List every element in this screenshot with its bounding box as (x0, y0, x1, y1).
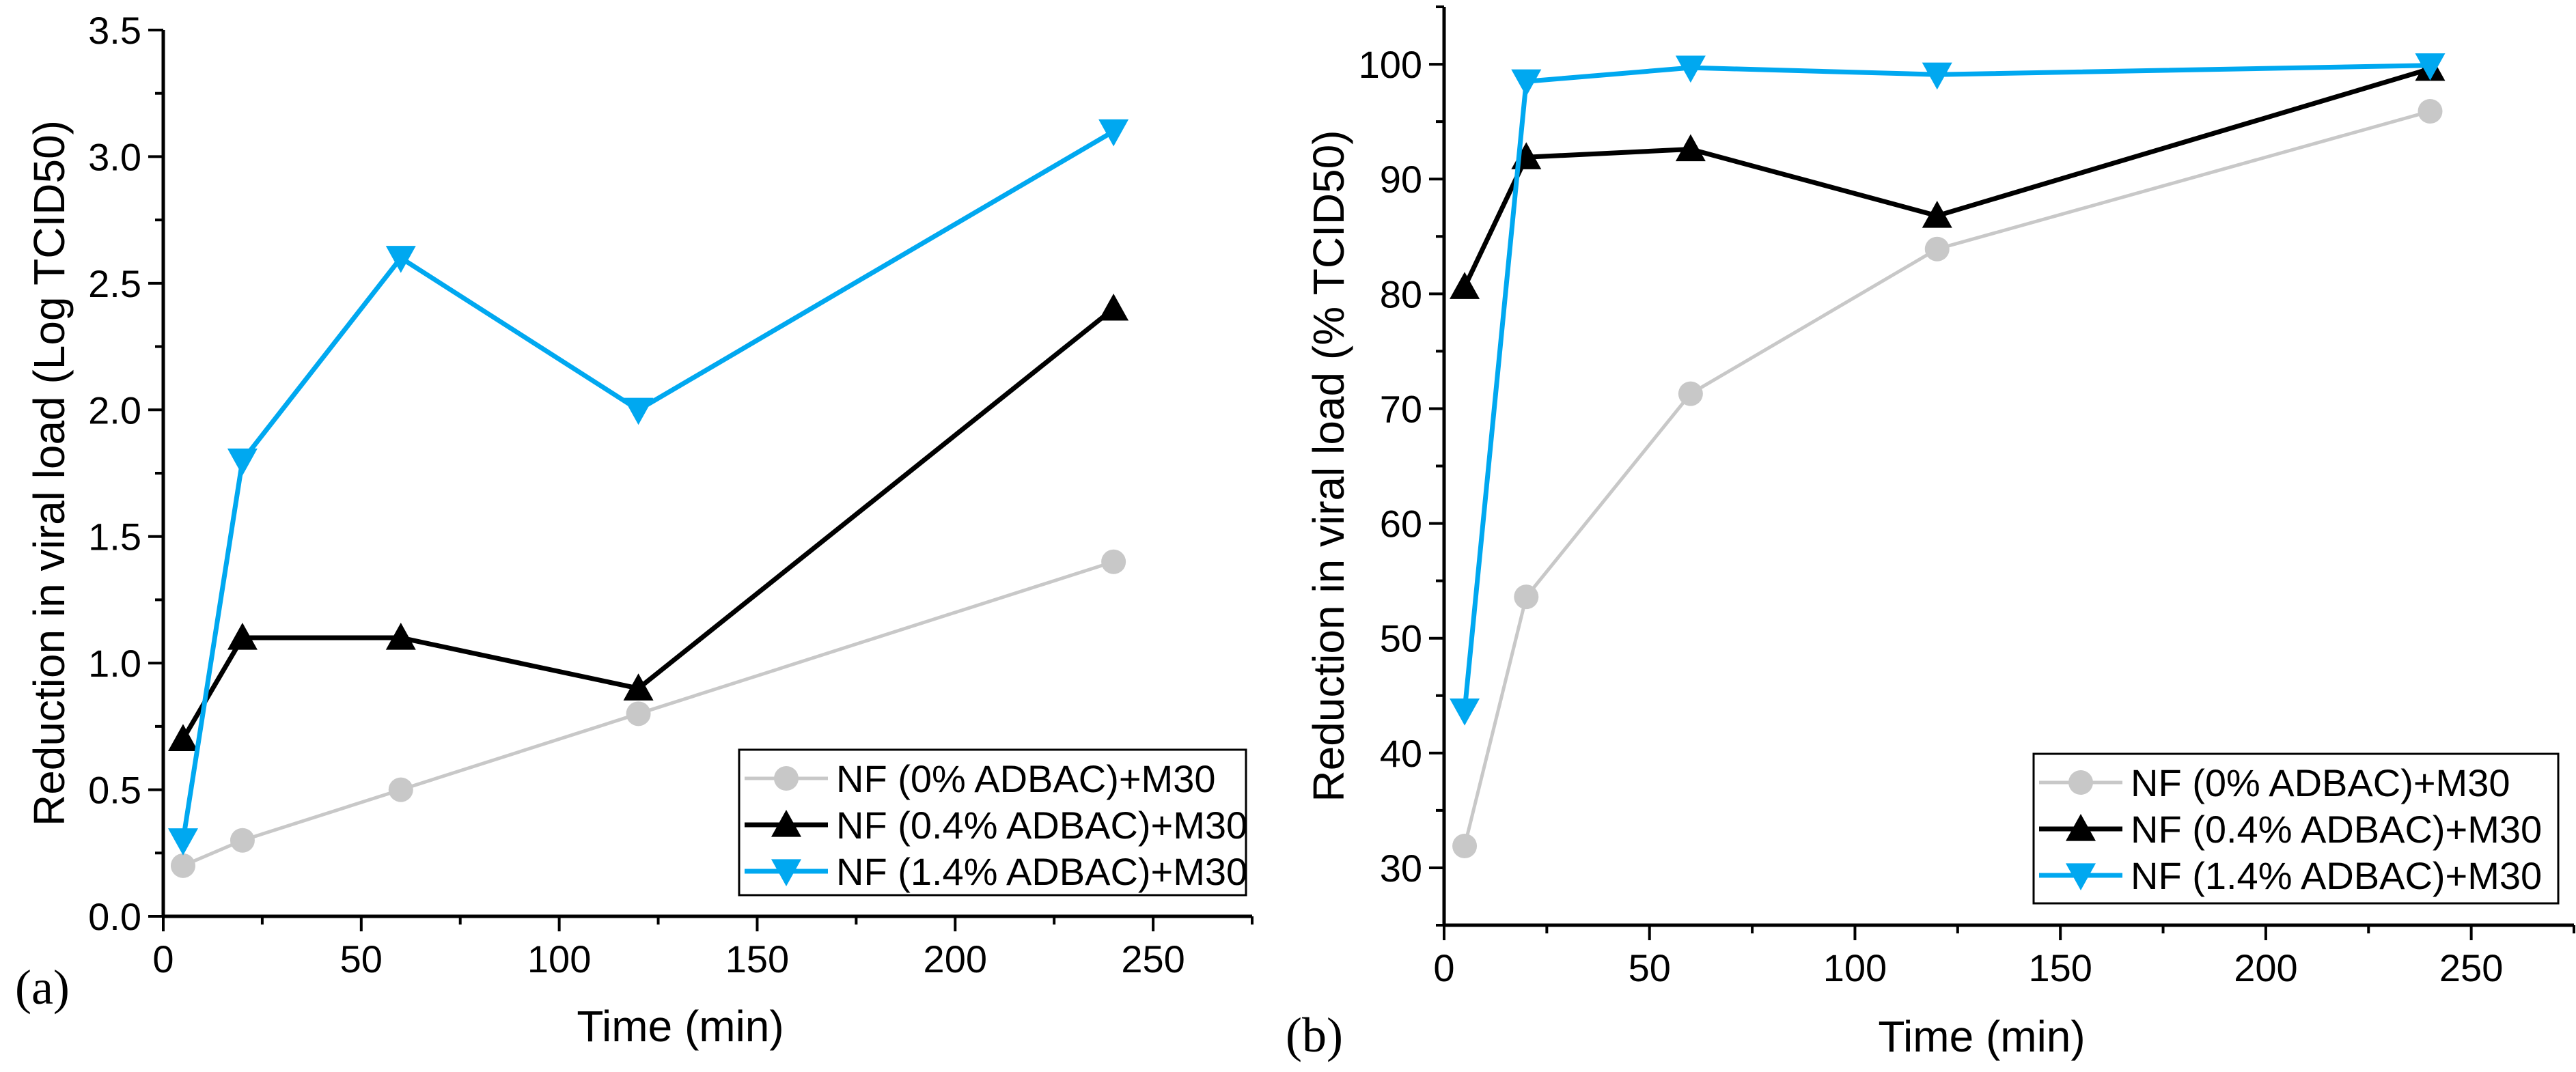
y-tick-label: 2.0 (88, 389, 141, 432)
legend-label: NF (0.4% ADBAC)+M30 (2131, 808, 2542, 851)
legend-label: NF (0% ADBAC)+M30 (836, 757, 1216, 800)
data-point (1450, 699, 1480, 726)
x-tick-label: 0 (1433, 946, 1454, 989)
data-point (1514, 584, 1539, 610)
data-point (167, 724, 198, 751)
x-tick-label: 50 (1629, 946, 1671, 989)
data-point (623, 397, 654, 425)
data-point (230, 828, 255, 853)
legend-label: NF (1.4% ADBAC)+M30 (836, 850, 1247, 893)
y-axis-label: Reduction in viral load (% TCID50) (1304, 130, 1353, 802)
y-tick-label: 1.5 (88, 516, 141, 559)
data-point (388, 777, 413, 802)
data-point (1450, 272, 1480, 299)
data-point (1511, 69, 1542, 97)
y-tick-label: 2.5 (88, 262, 141, 305)
legend-marker (774, 766, 799, 791)
x-axis-label: Time (min) (1878, 1012, 2085, 1061)
y-tick-label: 70 (1380, 387, 1422, 430)
data-point (167, 828, 198, 856)
x-tick-label: 150 (725, 937, 789, 981)
data-point (2418, 98, 2443, 124)
series-2 (167, 119, 1129, 856)
x-tick-label: 250 (1121, 937, 1185, 981)
y-tick-label: 3.5 (88, 9, 141, 52)
x-tick-label: 50 (340, 937, 383, 981)
legend-marker (771, 810, 801, 837)
data-point (170, 853, 195, 878)
x-tick-label: 200 (924, 937, 987, 981)
y-tick-label: 0.0 (88, 895, 141, 938)
y-tick-label: 80 (1380, 272, 1422, 315)
data-point (626, 701, 651, 727)
data-point (1922, 200, 1952, 228)
panel-label: (a) (15, 960, 70, 1015)
data-point (385, 623, 416, 650)
data-point (623, 673, 654, 701)
y-tick-label: 0.5 (88, 769, 141, 812)
series-0 (170, 549, 1126, 878)
x-tick-label: 100 (1823, 946, 1887, 989)
y-tick-label: 40 (1380, 732, 1422, 775)
data-point (1098, 119, 1129, 147)
legend-marker (2066, 814, 2096, 841)
y-tick-label: 90 (1380, 158, 1422, 201)
data-point (1452, 833, 1478, 858)
x-tick-label: 0 (152, 937, 174, 981)
x-axis-label: Time (min) (577, 1002, 784, 1051)
x-tick-label: 250 (2439, 946, 2503, 989)
y-axis-label: Reduction in viral load (Log TCID50) (25, 120, 74, 826)
series-1 (1450, 53, 2446, 299)
panel-a: 0 50 100 150 200 250 0.0 0.5 1.0 1.5 2.0 2.5 3.0 3.5 T… (15, 9, 1254, 1051)
legend-marker (2066, 863, 2096, 890)
legend-label: NF (0.4% ADBAC)+M30 (836, 804, 1247, 847)
legend-marker (771, 859, 801, 886)
series-line (180, 307, 1116, 741)
x-tick-label: 200 (2234, 946, 2297, 989)
panel-b: 0 50 100 150 200 250 30 40 50 60 70 80 90 100 Time (mi… (1286, 5, 2575, 1062)
x-tick-label: 100 (527, 937, 591, 981)
series-1 (167, 293, 1129, 751)
legend-marker (2068, 770, 2093, 795)
y-tick-label: 30 (1380, 847, 1422, 890)
data-point (1924, 236, 1950, 262)
legend-label: NF (0% ADBAC)+M30 (2131, 761, 2510, 804)
data-point (2415, 53, 2446, 81)
data-point (1675, 55, 1706, 83)
panel-label: (b) (1286, 1008, 1343, 1062)
y-tick-label: 50 (1380, 617, 1422, 660)
data-point (1678, 381, 1703, 406)
y-tick-label: 60 (1380, 503, 1422, 546)
data-point (227, 448, 258, 476)
y-tick-label: 3.0 (88, 135, 141, 178)
y-tick-label: 1.0 (88, 642, 141, 685)
legend-label: NF (1.4% ADBAC)+M30 (2131, 854, 2542, 897)
data-point (1098, 293, 1129, 321)
data-point (1101, 549, 1126, 574)
data-point (1922, 62, 1952, 90)
series-line (1462, 63, 2430, 711)
data-point (227, 623, 258, 650)
data-point (1675, 134, 1706, 162)
series-0 (1452, 98, 2443, 858)
series-line (180, 129, 1115, 841)
x-tick-label: 150 (2028, 946, 2092, 989)
data-point (385, 246, 416, 273)
y-tick-label: 100 (1359, 43, 1422, 86)
series-2 (1450, 53, 2446, 726)
